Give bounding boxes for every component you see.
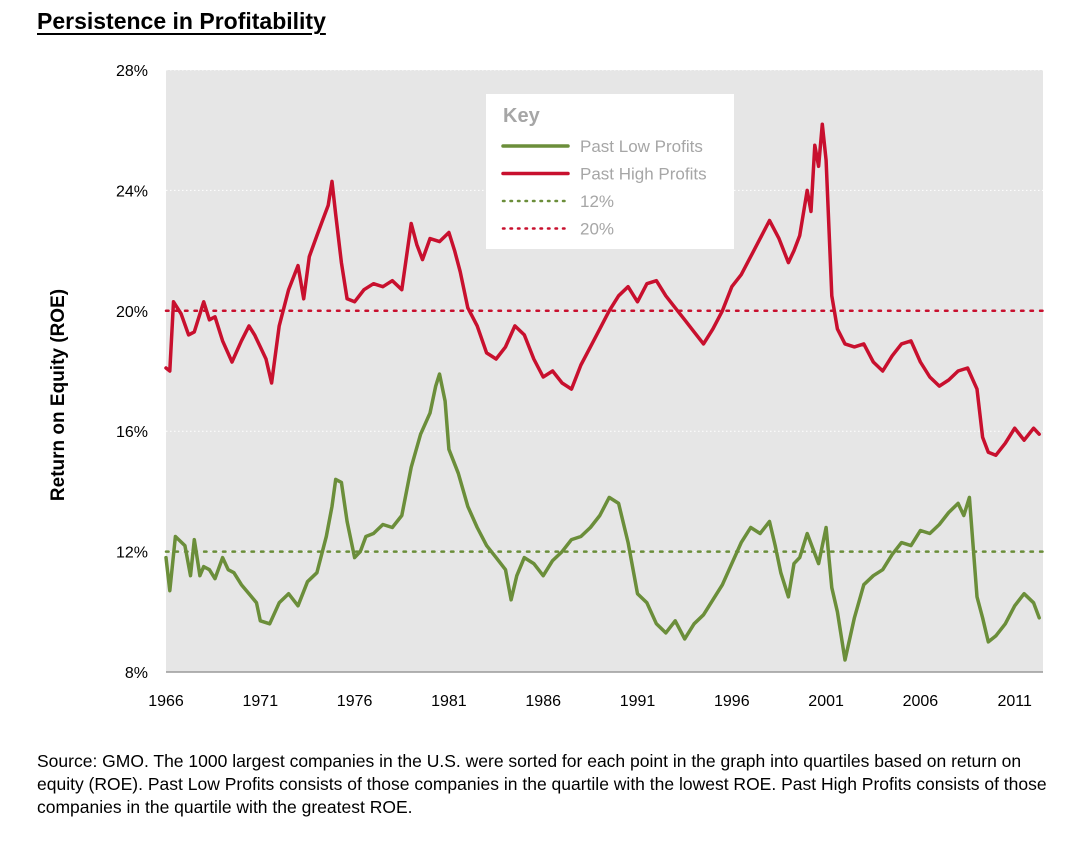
x-tick-label: 1991 bbox=[620, 693, 656, 710]
y-tick-label: 8% bbox=[125, 665, 148, 682]
series-past-high-profits bbox=[164, 122, 1041, 458]
x-tick-label: 1971 bbox=[243, 693, 279, 710]
x-tick-label: 1976 bbox=[337, 693, 373, 710]
legend-title: Key bbox=[503, 105, 541, 127]
y-tick-label: 28% bbox=[116, 63, 148, 80]
legend-entry-label: 12% bbox=[580, 192, 614, 211]
y-tick-label: 24% bbox=[116, 183, 148, 200]
y-tick-label: 12% bbox=[116, 545, 148, 562]
legend: Key Past Low Profits Past High Profits 12%… bbox=[486, 94, 734, 249]
legend-entry-label: Past Low Profits bbox=[580, 137, 703, 156]
legend-entry-label: Past High Profits bbox=[580, 165, 707, 184]
x-tick-label: 1986 bbox=[525, 693, 561, 710]
x-tick-label: 1981 bbox=[431, 693, 467, 710]
x-tick-label: 2006 bbox=[903, 693, 939, 710]
legend-entry-label: 20% bbox=[580, 220, 614, 239]
x-tick-labels: 1966 1971 1976 1981 1986 1991 1996 2001 2006 2011 bbox=[148, 693, 1032, 710]
x-tick-label: 2011 bbox=[998, 693, 1033, 710]
y-tick-labels: 8% 12% 16% 20% 24% 28% bbox=[116, 63, 148, 682]
roe-line-chart: 8%12%16%20%24%28% 1966 1971 1976 1981 1986 19… bbox=[48, 63, 1045, 710]
legend-entries: Past Low Profits Past High Profits 12% 20% bbox=[501, 137, 707, 239]
chart-title: Persistence in Profitability bbox=[37, 8, 326, 34]
legend-box bbox=[486, 94, 734, 249]
source-note: Source: GMO. The 1000 largest companies … bbox=[37, 751, 1047, 817]
series-past-low-profits bbox=[164, 372, 1041, 662]
reference-lines bbox=[164, 309, 1045, 553]
series-lines bbox=[164, 122, 1041, 662]
y-axis-label: Return on Equity (ROE) bbox=[48, 289, 69, 501]
x-tick-label: 2001 bbox=[808, 693, 844, 710]
y-tick-label: 16% bbox=[116, 424, 148, 441]
x-tick-label: 1996 bbox=[714, 693, 750, 710]
x-tick-label: 1966 bbox=[148, 693, 184, 710]
y-tick-label: 20% bbox=[116, 304, 148, 321]
